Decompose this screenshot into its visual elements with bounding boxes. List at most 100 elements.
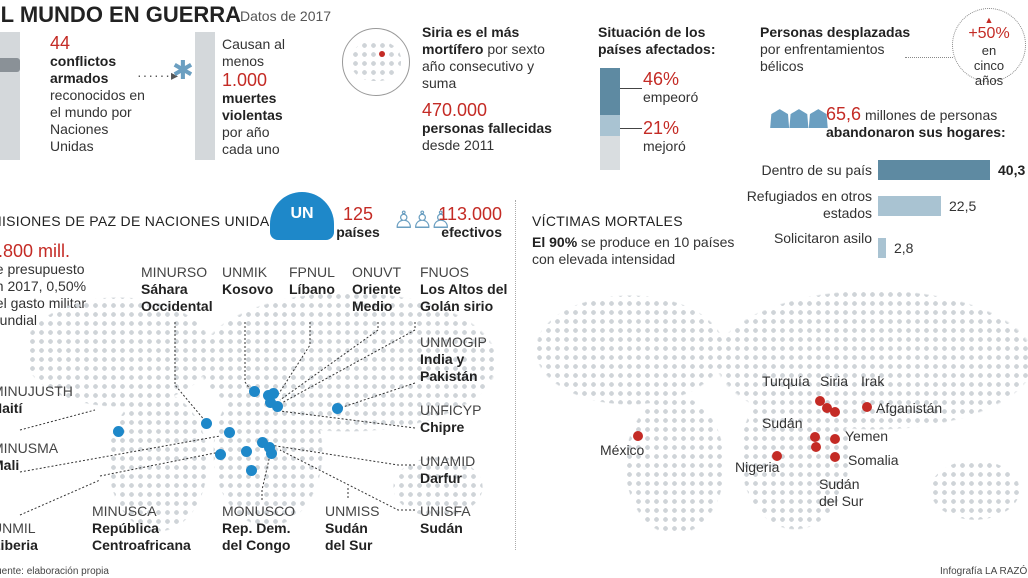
- mission-minusma: MINUSMAMali: [0, 440, 59, 473]
- peace-countries-number: 125: [342, 204, 374, 224]
- deaths-bar: [195, 32, 215, 160]
- mission-dot-golan: [272, 401, 283, 412]
- syria-title-rest: por sexto año consecutivo y suma: [422, 41, 545, 91]
- syria-title-bold: Siria es el más mortífero: [422, 24, 520, 57]
- mission-dot-lebanon: [265, 397, 276, 408]
- displaced-bar-value: 40,3: [998, 162, 1026, 178]
- mission-onuvt: ONUVT Oriente Medio: [352, 264, 402, 314]
- mission-unficyp: UNFICYP Chipre: [420, 402, 482, 435]
- arrow-icon: ······▸: [137, 67, 179, 83]
- displaced-title-bold: Personas desplazadas: [760, 24, 911, 40]
- victims-text-bold: El 90%: [532, 234, 578, 250]
- victim-label-yemen: Yemen: [845, 428, 889, 444]
- victim-dot-yemen: [830, 434, 840, 444]
- displaced-millions: 65,6 millones de personas abandonaron su…: [826, 104, 1026, 141]
- victim-label-mexico: México: [600, 442, 645, 458]
- victim-dot-syria: [822, 403, 832, 413]
- syria-number: 470.000: [422, 100, 488, 120]
- victims-world-map: [535, 290, 1028, 545]
- tank-icon: [0, 58, 20, 72]
- mission-dot-car: [241, 446, 252, 457]
- un-logo-text: UN: [290, 205, 314, 222]
- victims-title: VÍCTIMAS MORTALES: [532, 213, 683, 229]
- displaced-bar-label: Dentro de su país: [761, 162, 872, 178]
- situation-worse-pct: 46%: [643, 69, 680, 89]
- situation-worse: 46% empeoró: [643, 69, 698, 106]
- peace-staff-number: 113.000: [438, 204, 502, 224]
- mission-unmiss: UNMISS Sudán del Sur: [325, 503, 380, 553]
- soldiers-icon: ♙♙♙: [393, 207, 452, 234]
- victim-dot-mexico: [633, 431, 643, 441]
- up-arrow-icon: ▲: [984, 15, 994, 25]
- victim-dot-nigeria: [772, 451, 782, 461]
- victim-label-syria: Siria: [820, 373, 849, 389]
- mission-unmik: UNMIK Kosovo: [222, 264, 274, 297]
- syria-label: desde 2011: [422, 137, 495, 153]
- deaths-intro: Causan al menos: [222, 36, 286, 69]
- mission-minujusth: MINUJUSTHHaití: [0, 383, 73, 416]
- mission-fnuos: FNUOS Los Altos del Golán sirio: [420, 264, 508, 314]
- peace-staff-label: efectivos: [441, 224, 502, 240]
- conflicts-label-bold: conflictos armados: [50, 53, 117, 86]
- victim-label-iraq: Irak: [861, 373, 885, 389]
- deaths-label: por año cada uno: [222, 124, 280, 157]
- victim-label-nigeria: Nigeria: [735, 459, 780, 475]
- victim-dot-iraq: [830, 407, 840, 417]
- deaths-label-bold: muertes violentas: [222, 90, 283, 123]
- mission-monusco: MONUSCO Rep. Dem. del Congo: [222, 503, 296, 553]
- displaced-millions-number: 65,6: [826, 104, 862, 124]
- victim-dot-turkey: [815, 396, 825, 406]
- peace-staff: 113.000 efectivos: [432, 204, 502, 241]
- displaced-bar-value: 22,5: [949, 198, 977, 214]
- situation-leader-better: [620, 128, 642, 129]
- situation-better-label: mejoró: [643, 138, 686, 154]
- mission-dot-sahara: [201, 418, 212, 429]
- peace-world-map: [28, 292, 498, 542]
- victim-label-somalia: Somalia: [848, 452, 899, 468]
- victim-icon: ✱: [172, 55, 194, 85]
- displaced-bar-label: Solicitaron asilo: [773, 230, 872, 246]
- date-label: Datos de 2017: [240, 8, 332, 24]
- mission-dot-south-sudan: [266, 448, 277, 459]
- growth-badge-label: en cinco años: [973, 43, 1005, 88]
- mission-dot-india: [332, 403, 343, 414]
- mission-dot-mali: [224, 427, 235, 438]
- peace-title: MISIONES DE PAZ DE NACIONES UNIDAS: [0, 213, 280, 229]
- victim-label-south-sudan: Sudán del Sur: [819, 476, 864, 509]
- mission-dot-middle-east: [268, 388, 279, 399]
- peace-countries-label: países: [336, 224, 380, 240]
- peace-countries: 125 países: [335, 204, 381, 241]
- mission-dot-sudan: [264, 442, 275, 453]
- page-title: EL MUNDO EN GUERRA: [0, 2, 242, 27]
- situation-worse-segment: [600, 68, 620, 115]
- situation-stacked-bar: [600, 68, 620, 170]
- situation-better-pct: 21%: [643, 118, 680, 138]
- displaced-bar-value: 2,8: [894, 240, 914, 256]
- conflicts-label: reconocidos en el mundo por Naciones Uni…: [50, 87, 145, 154]
- victim-label-afghanistan: Afganistán: [876, 400, 943, 416]
- section-divider: [515, 200, 516, 550]
- victim-dot-afghanistan: [862, 402, 872, 412]
- deaths-block: Causan al menos 1.000 muertes violentas …: [222, 36, 302, 158]
- mission-dot-congo: [246, 465, 257, 476]
- growth-badge-pct: +50%: [968, 25, 1010, 42]
- conflicts-number: 44: [50, 33, 71, 53]
- mission-dot-liberia: [215, 449, 226, 460]
- globe-icon: [342, 28, 410, 96]
- footer-source: Fuente: elaboración propia: [0, 566, 109, 577]
- mission-dot-darfur: [257, 437, 268, 448]
- mission-fpnul: FPNUL Líbano: [289, 264, 335, 297]
- displaced-bar: [878, 196, 941, 216]
- victim-dot-sudan: [810, 432, 820, 442]
- syria-block: Siria es el más mortífero por sexto año …: [422, 24, 572, 154]
- mission-unamid: UNAMID Darfur: [420, 453, 476, 486]
- situation-better-segment: [600, 115, 620, 136]
- footer-credit: Infografía LA RAZÓN: [940, 566, 1028, 577]
- situation-worse-label: empeoró: [643, 89, 699, 105]
- situation-rest-segment: [600, 136, 620, 170]
- mission-dot-kosovo: [249, 386, 260, 397]
- victim-dot-south-sudan: [811, 442, 821, 452]
- un-logo-icon: UN: [270, 192, 334, 240]
- mission-minusca: MINUSCA República Centroafricana: [92, 503, 191, 553]
- situation-leader-worse: [620, 88, 642, 89]
